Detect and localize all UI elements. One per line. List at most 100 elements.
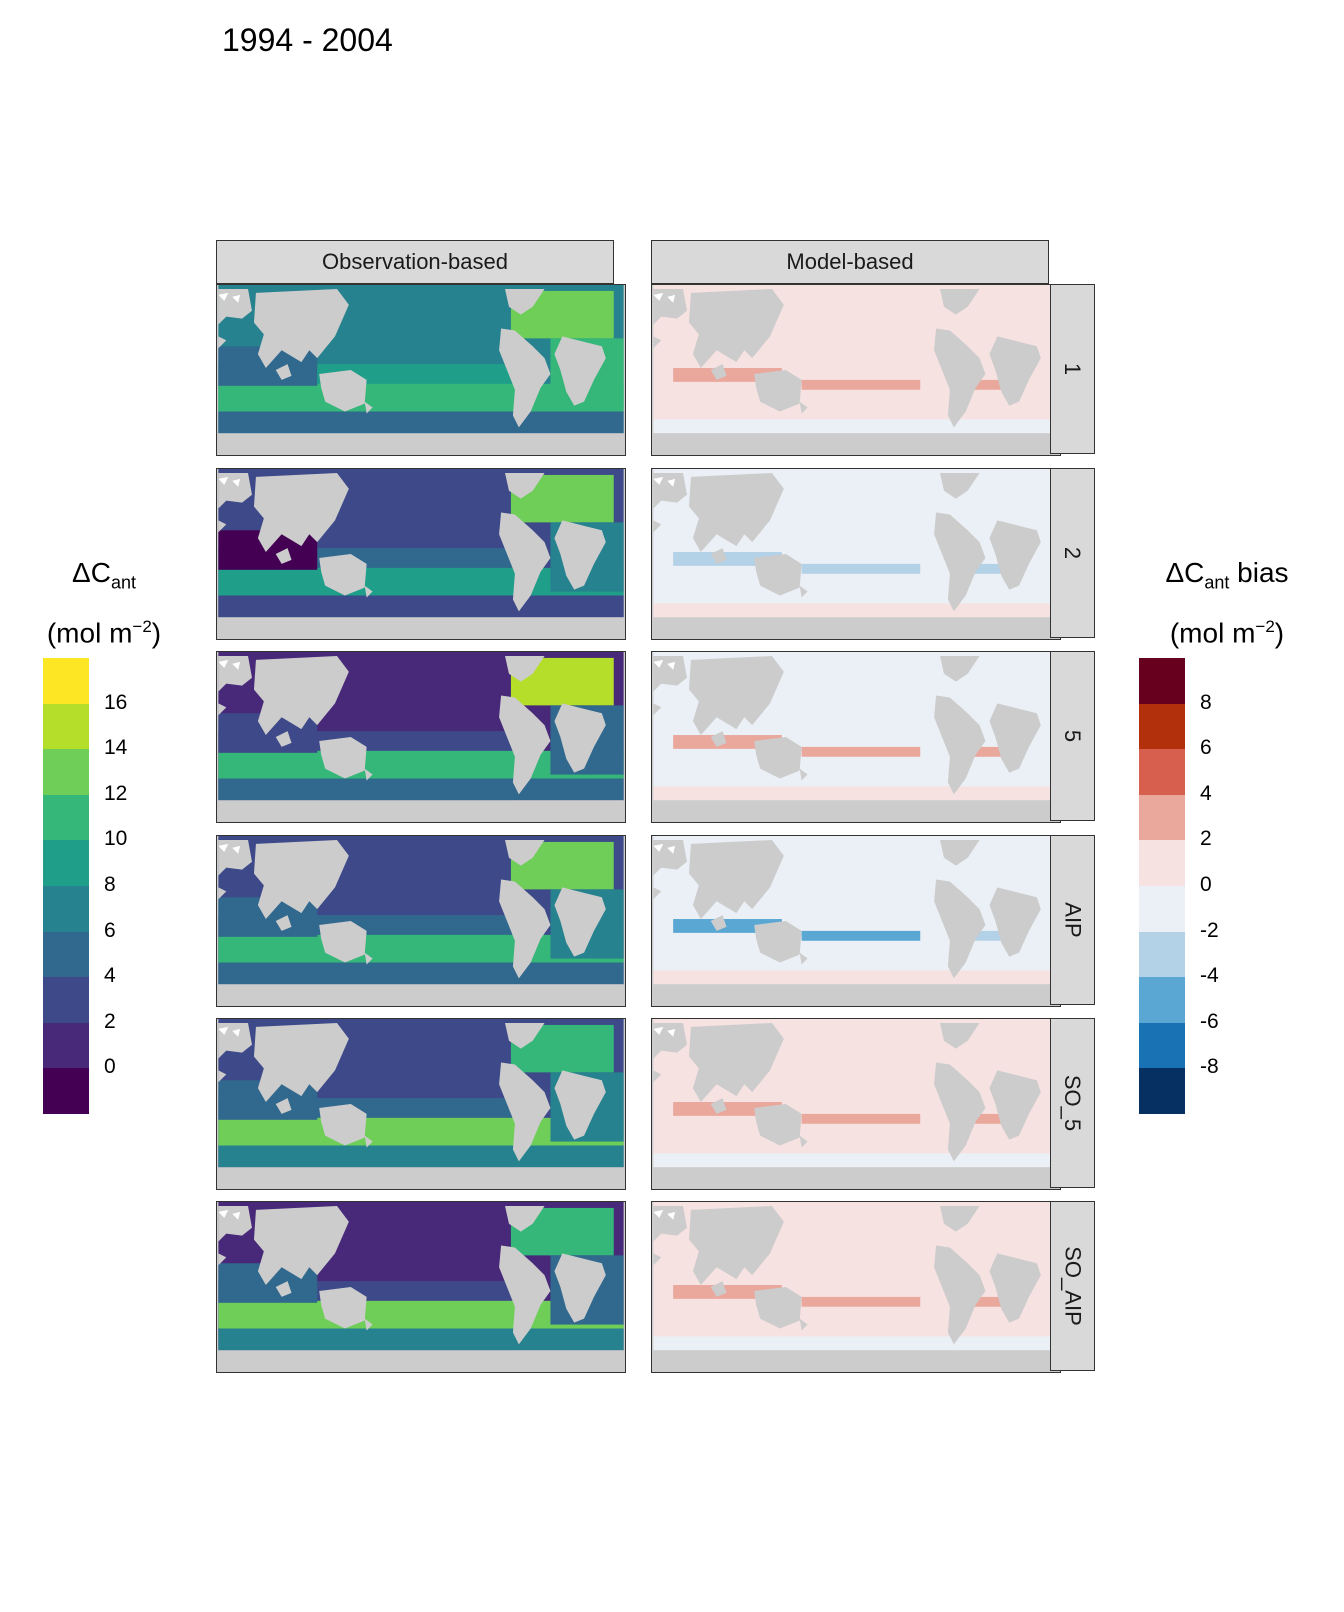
land: [218, 1022, 252, 1059]
colorbar-segment: [43, 658, 89, 704]
row-strip-label: 2: [1060, 546, 1086, 560]
land: [364, 1135, 373, 1148]
row-strip-1: 1: [1050, 284, 1095, 454]
bias-band: [673, 1102, 782, 1116]
land: [554, 1253, 606, 1323]
colorbar-tick-label: 2: [1200, 827, 1212, 851]
land-marker: [218, 1209, 241, 1220]
bias-band: [959, 1113, 1020, 1124]
land: [275, 548, 292, 564]
land: [940, 1205, 980, 1232]
land: [499, 328, 551, 428]
southern-edge: [218, 778, 624, 801]
land: [754, 370, 802, 412]
bias-band: [673, 1285, 782, 1299]
column-strip-observation: Observation-based: [216, 240, 614, 284]
land: [653, 703, 662, 716]
land: [934, 1245, 986, 1345]
land: [253, 1022, 349, 1103]
colorbar-tick-label: 6: [1200, 736, 1212, 760]
land: [653, 617, 1059, 639]
land: [218, 703, 227, 716]
bias-band: [801, 563, 921, 574]
map-svg: [218, 836, 624, 1006]
right-legend-title: ΔCant bias (mol m−2): [1165, 557, 1289, 648]
land: [799, 1135, 808, 1148]
land: [554, 887, 606, 957]
bias-band: [801, 746, 921, 757]
land: [653, 800, 1059, 822]
land: [499, 695, 551, 795]
colorbar-segment: [1139, 1022, 1185, 1069]
row-strip-2: 2: [1050, 468, 1095, 638]
land: [989, 887, 1041, 957]
left-legend-title: ΔCant (mol m−2): [46, 557, 162, 648]
model-bias-map-AIP: [651, 835, 1061, 1007]
land: [218, 433, 624, 455]
colorbar-tick-label: 2: [104, 1009, 116, 1033]
map-svg: [653, 285, 1059, 455]
right-colorbar: [1139, 658, 1185, 1114]
observation-map-2: [216, 468, 626, 640]
land: [275, 1281, 292, 1297]
land: [218, 336, 227, 349]
colorbar-tick-label: 6: [104, 918, 116, 942]
land: [940, 1022, 980, 1049]
colorbar-tick-label: 12: [104, 781, 128, 805]
land: [710, 1098, 727, 1114]
bias-band: [959, 563, 1020, 574]
land: [799, 1318, 808, 1331]
colorbar-tick-label: -6: [1200, 1009, 1219, 1033]
colorbar-segment: [43, 977, 89, 1023]
colorbar-segment: [1139, 703, 1185, 750]
colorbar-segment: [1139, 931, 1185, 978]
bias-band: [959, 746, 1020, 757]
land: [218, 984, 624, 1006]
land: [505, 288, 545, 315]
land: [688, 655, 784, 736]
land: [989, 1070, 1041, 1140]
land: [218, 288, 252, 325]
land: [218, 887, 227, 900]
map-svg: [218, 285, 624, 455]
land: [319, 1104, 367, 1146]
row-strip-label: AIP: [1060, 902, 1086, 938]
map-svg: [218, 1019, 624, 1189]
column-strip-label: Model-based: [786, 249, 914, 274]
row-strip-SO_AIP: SO_AIP: [1050, 1201, 1095, 1371]
land: [934, 328, 986, 428]
land: [275, 364, 292, 380]
land-marker: [653, 1026, 676, 1037]
land: [505, 1022, 545, 1049]
colorbar-tick-label: 10: [104, 827, 128, 851]
land: [799, 952, 808, 965]
land: [934, 1062, 986, 1162]
map-svg: [653, 836, 1059, 1006]
land: [253, 472, 349, 553]
land: [799, 585, 808, 598]
land: [710, 364, 727, 380]
land: [653, 288, 687, 325]
land: [688, 472, 784, 553]
land: [218, 617, 624, 639]
land: [754, 921, 802, 963]
colorbar-tick-label: 8: [1200, 690, 1212, 714]
land: [754, 554, 802, 596]
colorbar-segment: [43, 749, 89, 795]
land: [253, 839, 349, 920]
land: [319, 737, 367, 779]
land: [710, 731, 727, 747]
land: [653, 520, 662, 533]
land: [218, 520, 227, 533]
colorbar-tick-label: 16: [104, 690, 128, 714]
land: [710, 1281, 727, 1297]
land-marker: [218, 843, 241, 854]
land: [940, 288, 980, 315]
land-marker: [653, 292, 676, 303]
row-strip-label: SO_5: [1060, 1074, 1086, 1132]
model-bias-map-5: [651, 651, 1061, 823]
land: [319, 921, 367, 963]
land: [364, 585, 373, 598]
land: [940, 472, 980, 499]
colorbar-segment: [43, 1068, 89, 1114]
